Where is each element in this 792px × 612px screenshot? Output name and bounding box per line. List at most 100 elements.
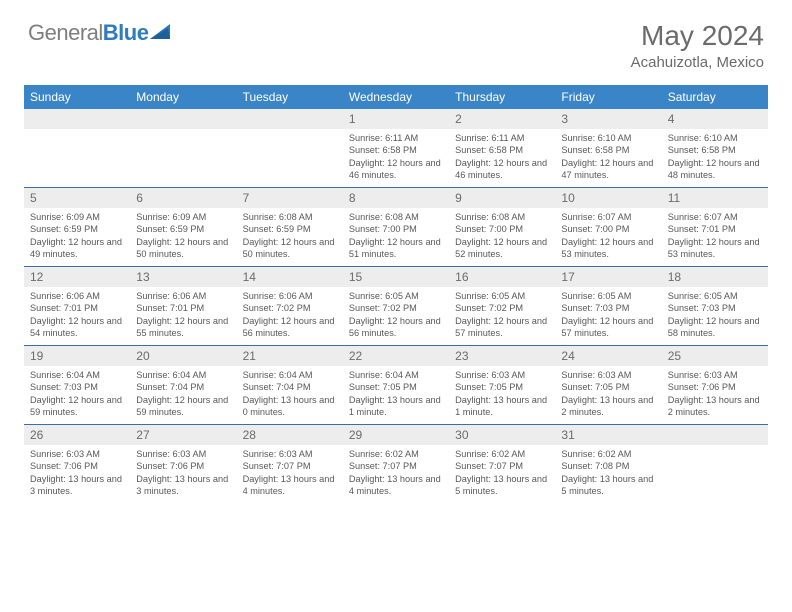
sunset-line: Sunset: 6:59 PM [30, 223, 124, 235]
sunrise-line: Sunrise: 6:03 AM [455, 369, 549, 381]
weekday-header: Thursday [449, 85, 555, 109]
week-row: 19Sunrise: 6:04 AMSunset: 7:03 PMDayligh… [24, 346, 768, 425]
day-body: Sunrise: 6:03 AMSunset: 7:05 PMDaylight:… [449, 366, 555, 423]
day-number: 15 [343, 267, 449, 287]
day-body: Sunrise: 6:05 AMSunset: 7:02 PMDaylight:… [343, 287, 449, 344]
day-body: Sunrise: 6:10 AMSunset: 6:58 PMDaylight:… [555, 129, 661, 186]
sunset-line: Sunset: 7:00 PM [455, 223, 549, 235]
day-number: 17 [555, 267, 661, 287]
sunset-line: Sunset: 7:03 PM [30, 381, 124, 393]
day-cell: 26Sunrise: 6:03 AMSunset: 7:06 PMDayligh… [24, 425, 130, 503]
day-body: Sunrise: 6:04 AMSunset: 7:04 PMDaylight:… [130, 366, 236, 423]
sunrise-line: Sunrise: 6:05 AM [561, 290, 655, 302]
sunset-line: Sunset: 7:00 PM [561, 223, 655, 235]
day-body: Sunrise: 6:08 AMSunset: 7:00 PMDaylight:… [343, 208, 449, 265]
sunset-line: Sunset: 7:07 PM [349, 460, 443, 472]
day-cell [237, 109, 343, 187]
day-cell: 11 Sunrise: 6:07 AMSunset: 7:01 PMDayligh… [662, 188, 768, 266]
daylight-line: Daylight: 12 hours and 59 minutes. [136, 394, 230, 419]
sunset-line: Sunset: 6:58 PM [561, 144, 655, 156]
day-number: 4 [662, 109, 768, 129]
sunrise-line: Sunrise: 6:03 AM [668, 369, 762, 381]
day-cell: 17Sunrise: 6:05 AMSunset: 7:03 PMDayligh… [555, 267, 661, 345]
day-number: 25 [662, 346, 768, 366]
weeks-container: 1Sunrise: 6:11 AMSunset: 6:58 PMDaylight… [24, 109, 768, 503]
day-number: 5 [24, 188, 130, 208]
weekday-header: Sunday [24, 85, 130, 109]
day-body: Sunrise: 6:06 AMSunset: 7:01 PMDaylight:… [24, 287, 130, 344]
day-cell: 24Sunrise: 6:03 AMSunset: 7:05 PMDayligh… [555, 346, 661, 424]
sunset-line: Sunset: 6:58 PM [455, 144, 549, 156]
day-number: 24 [555, 346, 661, 366]
day-cell: 13Sunrise: 6:06 AMSunset: 7:01 PMDayligh… [130, 267, 236, 345]
sunrise-line: Sunrise: 6:08 AM [455, 211, 549, 223]
day-number: 11 [662, 188, 768, 208]
day-cell [662, 425, 768, 503]
sunset-line: Sunset: 7:03 PM [668, 302, 762, 314]
day-number: 7 [237, 188, 343, 208]
sunrise-line: Sunrise: 6:06 AM [136, 290, 230, 302]
sunrise-line: Sunrise: 6:10 AM [668, 132, 762, 144]
sunrise-line: Sunrise: 6:07 AM [668, 211, 762, 223]
day-cell: 19Sunrise: 6:04 AMSunset: 7:03 PMDayligh… [24, 346, 130, 424]
daylight-line: Daylight: 13 hours and 1 minute. [349, 394, 443, 419]
day-cell: 18Sunrise: 6:05 AMSunset: 7:03 PMDayligh… [662, 267, 768, 345]
day-number: 12 [24, 267, 130, 287]
sunrise-line: Sunrise: 6:09 AM [30, 211, 124, 223]
sunrise-line: Sunrise: 6:06 AM [243, 290, 337, 302]
daylight-line: Daylight: 13 hours and 5 minutes. [455, 473, 549, 498]
sunrise-line: Sunrise: 6:03 AM [30, 448, 124, 460]
day-body: Sunrise: 6:09 AMSunset: 6:59 PMDaylight:… [24, 208, 130, 265]
sunrise-line: Sunrise: 6:05 AM [349, 290, 443, 302]
sunrise-line: Sunrise: 6:03 AM [561, 369, 655, 381]
day-number: 1 [343, 109, 449, 129]
day-cell: 30Sunrise: 6:02 AMSunset: 7:07 PMDayligh… [449, 425, 555, 503]
day-body: Sunrise: 6:04 AMSunset: 7:03 PMDaylight:… [24, 366, 130, 423]
month-title: May 2024 [631, 20, 764, 52]
sunrise-line: Sunrise: 6:08 AM [243, 211, 337, 223]
sunset-line: Sunset: 7:00 PM [349, 223, 443, 235]
sunset-line: Sunset: 7:02 PM [349, 302, 443, 314]
day-cell: 10Sunrise: 6:07 AMSunset: 7:00 PMDayligh… [555, 188, 661, 266]
day-number [237, 109, 343, 129]
day-body: Sunrise: 6:07 AMSunset: 7:00 PMDaylight:… [555, 208, 661, 265]
title-block: May 2024 Acahuizotla, Mexico [631, 20, 764, 71]
day-cell: 22Sunrise: 6:04 AMSunset: 7:05 PMDayligh… [343, 346, 449, 424]
day-cell: 25Sunrise: 6:03 AMSunset: 7:06 PMDayligh… [662, 346, 768, 424]
sunset-line: Sunset: 7:07 PM [455, 460, 549, 472]
week-row: 5Sunrise: 6:09 AMSunset: 6:59 PMDaylight… [24, 188, 768, 267]
sunset-line: Sunset: 7:05 PM [561, 381, 655, 393]
daylight-line: Daylight: 12 hours and 51 minutes. [349, 236, 443, 261]
sunset-line: Sunset: 7:02 PM [455, 302, 549, 314]
logo: GeneralBlue [28, 20, 172, 46]
day-number: 22 [343, 346, 449, 366]
daylight-line: Daylight: 12 hours and 57 minutes. [455, 315, 549, 340]
day-number: 6 [130, 188, 236, 208]
daylight-line: Daylight: 12 hours and 50 minutes. [243, 236, 337, 261]
sunrise-line: Sunrise: 6:05 AM [455, 290, 549, 302]
weekday-header: Saturday [662, 85, 768, 109]
sunrise-line: Sunrise: 6:09 AM [136, 211, 230, 223]
daylight-line: Daylight: 12 hours and 53 minutes. [668, 236, 762, 261]
sunset-line: Sunset: 7:06 PM [30, 460, 124, 472]
day-cell: 3Sunrise: 6:10 AMSunset: 6:58 PMDaylight… [555, 109, 661, 187]
day-number: 19 [24, 346, 130, 366]
day-cell: 27Sunrise: 6:03 AMSunset: 7:06 PMDayligh… [130, 425, 236, 503]
week-row: 12Sunrise: 6:06 AMSunset: 7:01 PMDayligh… [24, 267, 768, 346]
sunrise-line: Sunrise: 6:02 AM [455, 448, 549, 460]
day-cell: 15Sunrise: 6:05 AMSunset: 7:02 PMDayligh… [343, 267, 449, 345]
day-body: Sunrise: 6:05 AMSunset: 7:03 PMDaylight:… [555, 287, 661, 344]
day-body: Sunrise: 6:04 AMSunset: 7:05 PMDaylight:… [343, 366, 449, 423]
weekday-row: SundayMondayTuesdayWednesdayThursdayFrid… [24, 85, 768, 109]
daylight-line: Daylight: 12 hours and 49 minutes. [30, 236, 124, 261]
sunset-line: Sunset: 7:01 PM [668, 223, 762, 235]
day-cell: 1Sunrise: 6:11 AMSunset: 6:58 PMDaylight… [343, 109, 449, 187]
sunset-line: Sunset: 7:07 PM [243, 460, 337, 472]
day-body: Sunrise: 6:02 AMSunset: 7:07 PMDaylight:… [343, 445, 449, 502]
daylight-line: Daylight: 12 hours and 53 minutes. [561, 236, 655, 261]
daylight-line: Daylight: 12 hours and 56 minutes. [243, 315, 337, 340]
day-body: Sunrise: 6:02 AMSunset: 7:07 PMDaylight:… [449, 445, 555, 502]
day-cell: 7Sunrise: 6:08 AMSunset: 6:59 PMDaylight… [237, 188, 343, 266]
sunset-line: Sunset: 7:06 PM [136, 460, 230, 472]
daylight-line: Daylight: 12 hours and 46 minutes. [349, 157, 443, 182]
